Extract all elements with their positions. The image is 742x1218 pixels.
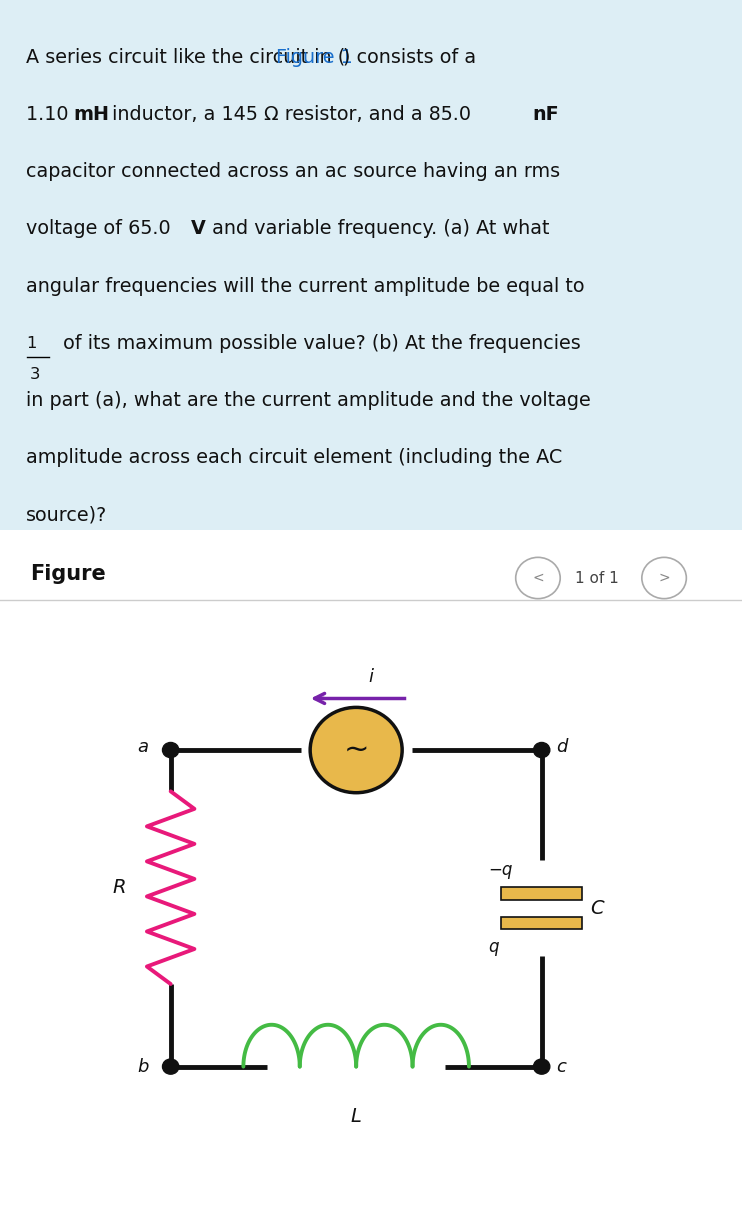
Text: capacitor connected across an ac source having an rms: capacitor connected across an ac source … <box>26 162 560 181</box>
FancyBboxPatch shape <box>0 0 742 530</box>
Text: L: L <box>351 1106 361 1125</box>
Text: voltage of 65.0: voltage of 65.0 <box>26 219 177 239</box>
Text: A series circuit like the circuit in (: A series circuit like the circuit in ( <box>26 48 345 67</box>
Text: c: c <box>556 1057 566 1075</box>
Text: inductor, a 145 Ω resistor, and a 85.0: inductor, a 145 Ω resistor, and a 85.0 <box>106 105 477 124</box>
Text: R: R <box>112 878 125 898</box>
Text: Figure 1: Figure 1 <box>276 48 352 67</box>
Text: Figure: Figure <box>30 564 105 585</box>
Text: C: C <box>590 899 603 918</box>
Text: in part (a), what are the current amplitude and the voltage: in part (a), what are the current amplit… <box>26 391 591 410</box>
Text: and variable frequency. (a) At what: and variable frequency. (a) At what <box>206 219 550 239</box>
Text: a: a <box>137 738 148 755</box>
Circle shape <box>533 743 550 758</box>
Text: d: d <box>556 738 568 755</box>
Text: ~: ~ <box>344 736 369 765</box>
Text: V: V <box>191 219 206 239</box>
Text: nF: nF <box>532 105 559 124</box>
FancyBboxPatch shape <box>501 917 582 929</box>
Text: i: i <box>369 667 373 686</box>
Circle shape <box>162 743 179 758</box>
Text: <: < <box>532 571 544 585</box>
Text: angular frequencies will the current amplitude be equal to: angular frequencies will the current amp… <box>26 276 585 296</box>
Text: of its maximum possible value? (b) At the frequencies: of its maximum possible value? (b) At th… <box>57 334 581 353</box>
Text: 1: 1 <box>26 336 36 352</box>
FancyBboxPatch shape <box>501 888 582 900</box>
Text: 3: 3 <box>30 367 40 381</box>
Circle shape <box>533 1058 550 1074</box>
Text: amplitude across each circuit element (including the AC: amplitude across each circuit element (i… <box>26 448 562 468</box>
Text: b: b <box>137 1057 148 1075</box>
Text: ) consists of a: ) consists of a <box>343 48 476 67</box>
Text: >: > <box>658 571 670 585</box>
Circle shape <box>162 1058 179 1074</box>
Text: q: q <box>488 938 499 956</box>
Text: mH: mH <box>73 105 110 124</box>
Circle shape <box>310 708 402 793</box>
Text: −q: −q <box>488 861 513 879</box>
Text: source)?: source)? <box>26 505 108 525</box>
Text: 1 of 1: 1 of 1 <box>576 570 619 586</box>
Text: 1.10: 1.10 <box>26 105 75 124</box>
